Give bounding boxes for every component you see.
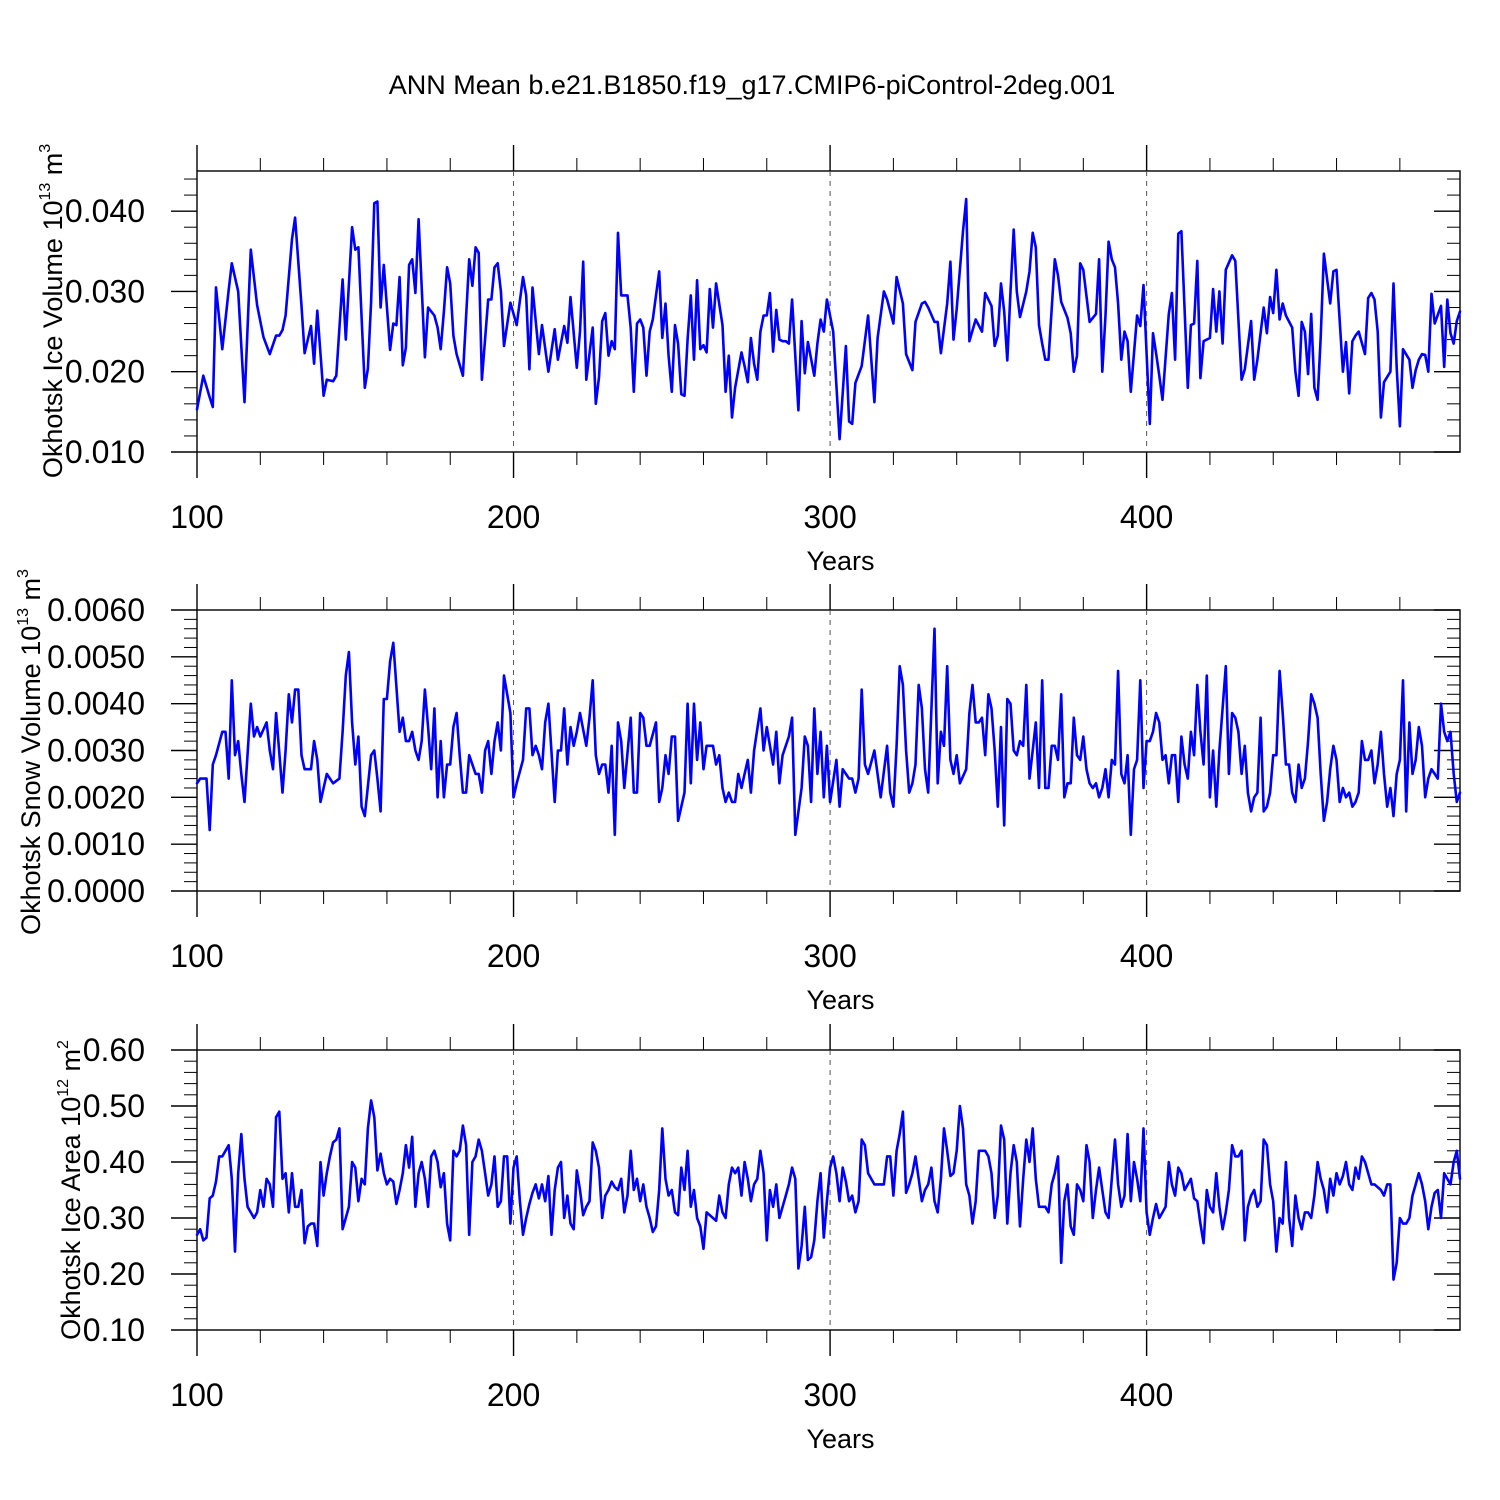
y-tick-label: 0.30: [83, 1200, 145, 1236]
y-axis-label-main: Okhotsk Ice Area 10: [56, 1097, 86, 1340]
x-tick-label: 100: [170, 938, 223, 974]
y-axis-label-unit-exponent: 2: [55, 1040, 72, 1049]
x-tick-label: 200: [487, 499, 540, 535]
panel-1: 100 200 300 400 Years 0.010 0.020 0.030 0.040Okh…: [37, 144, 1462, 576]
y-axis-label-unit-exponent: 3: [15, 569, 32, 578]
x-tick-label: 200: [487, 938, 540, 974]
series-line: [195, 627, 1462, 837]
plot-frame: [196, 609, 1461, 892]
y-tick-label: 0.0030: [47, 733, 145, 769]
y-axis-label-unit: m: [16, 578, 46, 608]
x-tick-label: 300: [803, 938, 856, 974]
x-tick-label: 100: [170, 499, 223, 535]
x-tick-label: 400: [1120, 499, 1173, 535]
y-tick-label: 0.0050: [47, 639, 145, 675]
x-tick-label: 400: [1120, 938, 1173, 974]
x-tick-label: 300: [803, 499, 856, 535]
y-axis-label: Okhotsk Ice Volume 1013 m3: [37, 144, 68, 478]
y-tick-label: 0.20: [83, 1256, 145, 1292]
x-axis-label: Years: [806, 546, 874, 576]
y-tick-label: 0.0010: [47, 826, 145, 862]
y-tick-label: 0.40: [83, 1144, 145, 1180]
y-axis-label-unit-exponent: 3: [37, 144, 54, 153]
x-tick-label: 200: [487, 1377, 540, 1413]
panel-2: 100 200 300 400 Years 0.0000 0.0010 0.0020 0.003…: [15, 569, 1462, 1015]
y-tick-label: 0.50: [83, 1088, 145, 1124]
y-axis-label-exponent: 13: [37, 183, 54, 201]
y-axis-label-main: Okhotsk Ice Volume 10: [38, 201, 68, 479]
y-tick-label: 0.040: [65, 193, 145, 229]
x-tick-label: 300: [803, 1377, 856, 1413]
y-axis-label-exponent: 13: [15, 608, 32, 626]
x-tick-label: 100: [170, 1377, 223, 1413]
y-axis-label-exponent: 12: [55, 1079, 72, 1097]
x-axis-label: Years: [806, 1424, 874, 1454]
y-tick-label: 0.0000: [47, 873, 145, 909]
series-line: [195, 197, 1462, 441]
y-tick-label: 0.60: [83, 1032, 145, 1068]
y-tick-label: 0.0020: [47, 779, 145, 815]
y-tick-label: 0.030: [65, 273, 145, 309]
series-line: [195, 1099, 1462, 1281]
y-tick-label: 0.0040: [47, 686, 145, 722]
x-axis-label: Years: [806, 985, 874, 1015]
panel-3: 100 200 300 400 Years 0.10 0.20 0.30 0.40 0.50 0.6…: [55, 1024, 1462, 1454]
figure-title: ANN Mean b.e21.B1850.f19_g17.CMIP6-piCon…: [389, 70, 1115, 100]
y-tick-label: 0.10: [83, 1312, 145, 1348]
y-axis-label: Okhotsk Ice Area 1012 m2: [55, 1040, 86, 1340]
y-axis-label-unit: m: [56, 1049, 86, 1079]
x-tick-label: 400: [1120, 1377, 1173, 1413]
y-axis-label: Okhotsk Snow Volume 1013 m3: [15, 569, 46, 935]
y-tick-label: 0.0060: [47, 592, 145, 628]
y-tick-label: 0.020: [65, 354, 145, 390]
y-tick-label: 0.010: [65, 434, 145, 470]
plot-frame: [196, 1049, 1461, 1331]
y-axis-label-main: Okhotsk Snow Volume 10: [16, 626, 46, 935]
y-axis-label-unit: m: [38, 153, 68, 183]
